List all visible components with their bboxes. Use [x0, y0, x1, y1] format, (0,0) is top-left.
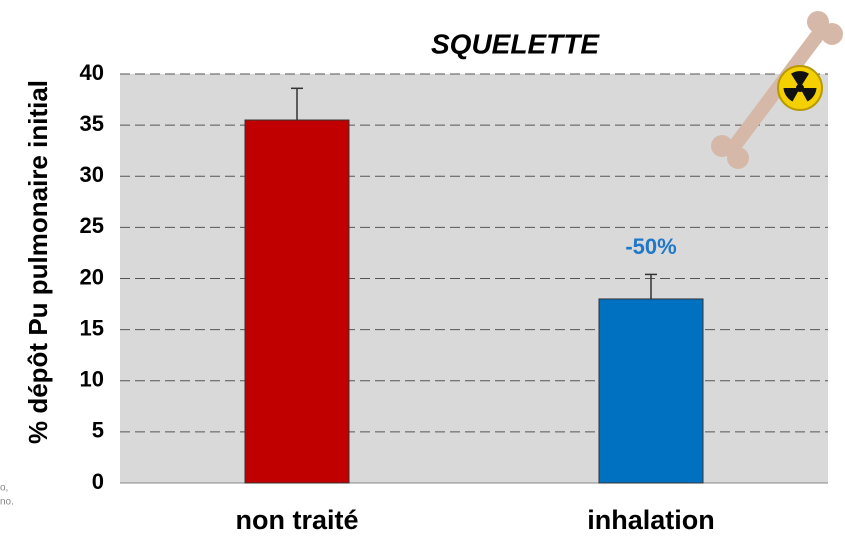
x-tick-label: inhalation — [587, 505, 715, 535]
chart: SQUELETTE % dépôt Pu pulmonaire initial … — [0, 0, 845, 538]
y-tick-label: 30 — [80, 162, 104, 187]
y-tick-label: 35 — [80, 111, 104, 136]
chart-title: SQUELETTE — [431, 28, 600, 59]
bar — [245, 120, 349, 483]
y-tick-label: 10 — [80, 367, 104, 392]
y-tick-label: 40 — [80, 60, 104, 85]
y-tick-label: 25 — [80, 213, 104, 238]
x-tick-label: non traité — [235, 505, 358, 535]
y-tick-label: 15 — [80, 315, 104, 340]
annotation: -50% — [625, 234, 676, 259]
fragment: o, — [0, 483, 8, 494]
y-tick-label: 20 — [80, 264, 104, 289]
fragment: no. — [0, 497, 14, 508]
y-tick-label: 0 — [92, 469, 104, 494]
y-axis-title: % dépôt Pu pulmonaire initial — [23, 80, 53, 444]
y-tick-label: 5 — [92, 418, 104, 443]
bar — [599, 299, 703, 483]
